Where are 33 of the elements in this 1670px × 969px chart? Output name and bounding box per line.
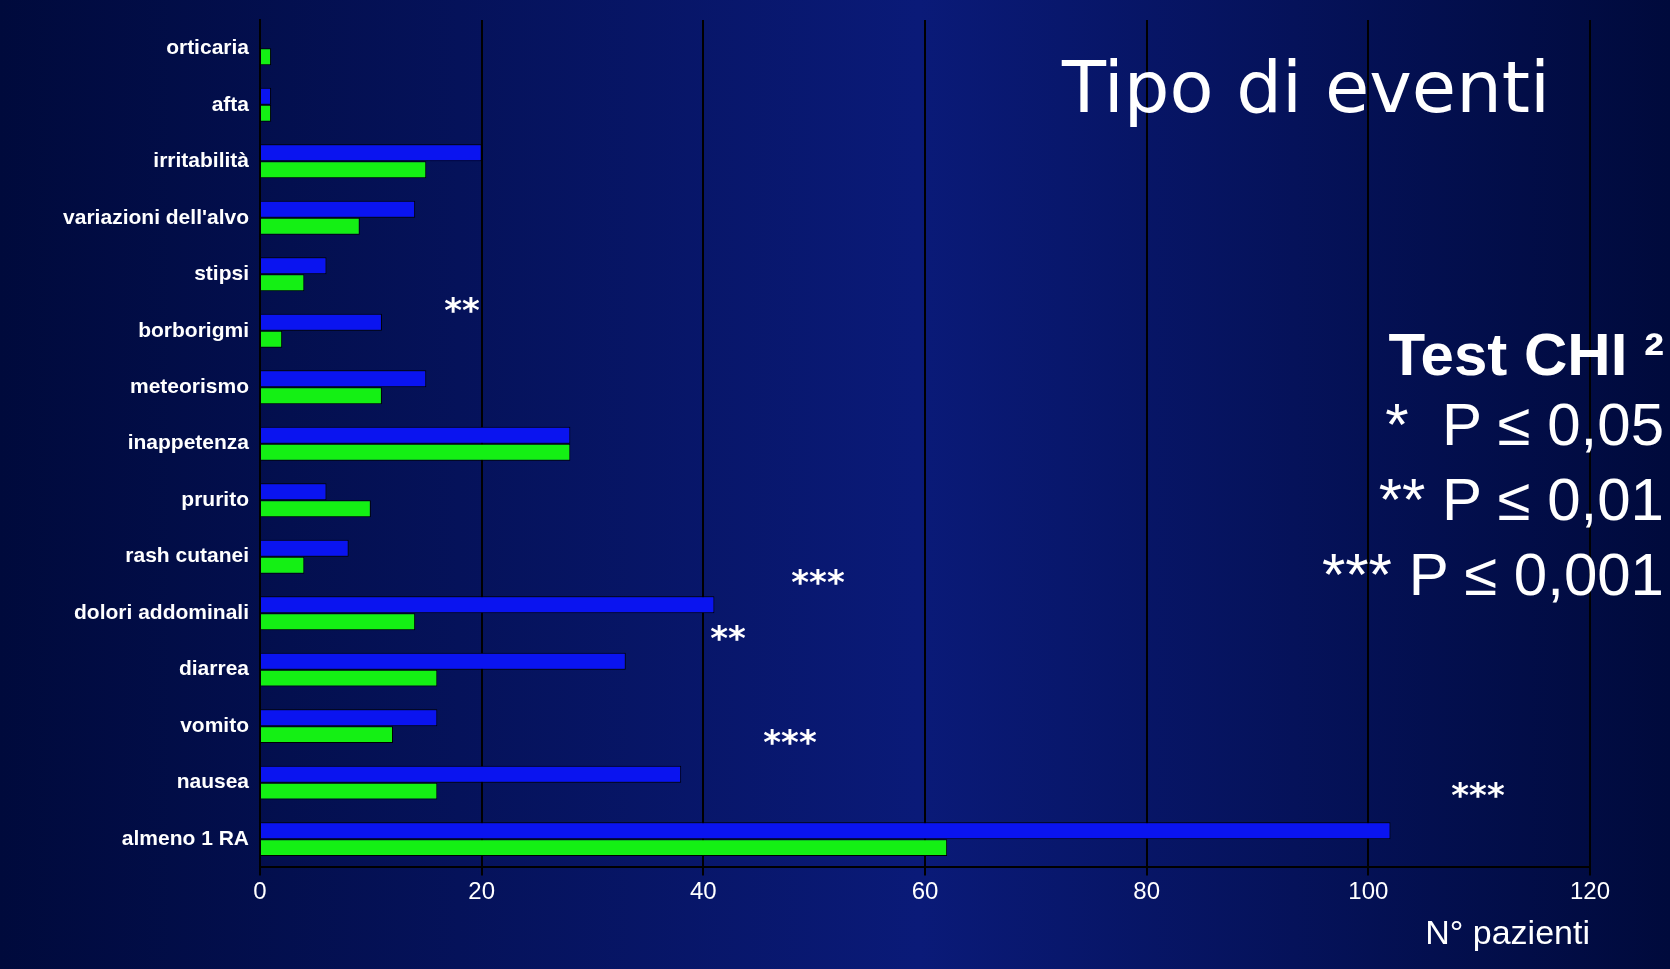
x-tick-label: 40 [689, 877, 717, 905]
x-tick-label: 100 [1348, 877, 1389, 905]
x-tick-label: 80 [1133, 877, 1161, 905]
x-tick-label: 60 [911, 877, 939, 905]
y-tick-label: dolori addominali [73, 599, 249, 623]
annotation: Test CHI ² [1388, 320, 1664, 389]
y-tick-label: irritabilità [153, 148, 250, 172]
x-tick-label: 0 [253, 877, 267, 905]
y-tick-label: stipsi [194, 261, 249, 285]
x-axis-title: N° pazienti [1425, 912, 1590, 951]
y-tick-label: vomito [180, 712, 249, 736]
annotation: ** [444, 290, 480, 330]
x-tick-label: 120 [1569, 877, 1611, 905]
y-tick-label: prurito [181, 486, 249, 510]
annotation: *** [763, 722, 817, 762]
y-tick-label: almeno 1 RA [121, 825, 249, 849]
y-tick-label: orticaria [166, 35, 250, 59]
annotation: *** [791, 562, 845, 602]
y-tick-label: rash cutanei [125, 543, 249, 567]
annotation: *** P ≤ 0,001 [1321, 540, 1664, 609]
y-tick-label: nausea [176, 769, 250, 793]
annotation: ** [710, 618, 746, 658]
annotation: * P ≤ 0,05 [1385, 390, 1664, 459]
y-tick-label: inappetenza [127, 430, 250, 454]
y-tick-label: meteorismo [129, 374, 249, 397]
x-tick-label: 20 [468, 877, 496, 905]
y-tick-label: borborigmi [138, 317, 249, 341]
chart-title: Tipo di eventi [1061, 45, 1550, 129]
annotation: ** P ≤ 0,01 [1378, 465, 1664, 534]
y-tick-label: diarrea [178, 656, 250, 680]
y-tick-label: afta [211, 91, 250, 115]
y-tick-label: variazioni dell'alvo [63, 204, 249, 228]
annotation: *** [1451, 775, 1505, 815]
